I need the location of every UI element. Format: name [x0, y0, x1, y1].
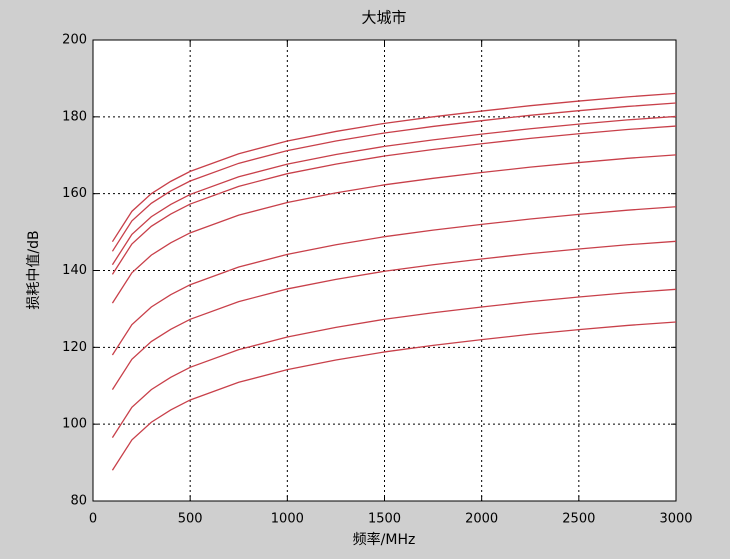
- series-line: [111, 102, 677, 252]
- y-tick-label: 120: [62, 340, 87, 355]
- series-line: [111, 288, 677, 438]
- series-line: [111, 206, 677, 356]
- x-tick-label: 1500: [368, 512, 401, 527]
- x-tick-label: 1000: [271, 512, 304, 527]
- series-line: [111, 154, 677, 304]
- series-line: [111, 125, 677, 275]
- x-tick-label: 500: [178, 512, 203, 527]
- y-tick-label: 140: [62, 263, 87, 278]
- series-line: [111, 92, 677, 243]
- x-tick-label: 3000: [659, 512, 692, 527]
- x-tick-label: 2500: [562, 512, 595, 527]
- series-line: [111, 240, 677, 390]
- series-line: [111, 321, 677, 471]
- x-tick-label: 0: [89, 512, 97, 527]
- y-tick-label: 160: [62, 186, 87, 201]
- x-tick-label: 2000: [465, 512, 498, 527]
- y-axis-label: 损耗中值/dB: [26, 230, 42, 309]
- series-line: [111, 115, 677, 266]
- chart-title: 大城市: [361, 9, 406, 27]
- y-tick-label: 80: [70, 494, 87, 509]
- y-tick-label: 180: [62, 109, 87, 124]
- y-tick-label: 200: [62, 33, 87, 48]
- y-tick-label: 100: [62, 417, 87, 432]
- x-axis-label: 频率/MHz: [353, 531, 416, 548]
- plot-frame: [92, 39, 677, 502]
